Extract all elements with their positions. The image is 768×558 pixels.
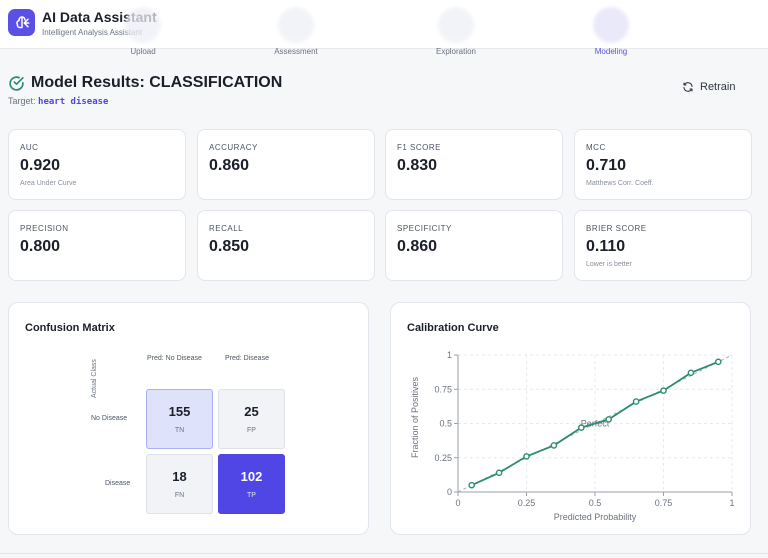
metric-value: 0.830 (397, 157, 438, 174)
cell-tag: FN (174, 492, 185, 499)
cell-false-positive: 25 FP (218, 389, 285, 449)
metric-subtext: Lower is better (586, 261, 632, 268)
panel-title: Confusion Matrix (25, 322, 115, 334)
confusion-matrix-panel: Confusion Matrix Pred: No Disease Pred: … (8, 302, 369, 535)
cell-true-negative: 155 TN (146, 389, 213, 449)
cell-tag: FP (247, 427, 256, 434)
metric-subtext: Matthews Corr. Coeff. (586, 180, 654, 187)
step-label: Upload (130, 47, 156, 56)
cell-count: 155 (168, 404, 191, 419)
panel-title: Calibration Curve (407, 322, 499, 334)
metric-label: MCC (586, 143, 606, 152)
y-tick-label: 0 (447, 487, 452, 497)
x-tick-label: 0.25 (518, 498, 536, 508)
page-title: Model Results: CLASSIFICATION (31, 74, 283, 91)
calibration-point (660, 387, 667, 394)
cell-count: 18 (172, 469, 187, 484)
step-upload[interactable]: Upload (98, 0, 188, 56)
calibration-point (523, 453, 530, 460)
cell-tag: TN (174, 427, 185, 434)
metric-card-mcc: MCC 0.710 Matthews Corr. Coeff. (574, 129, 752, 200)
metric-value: 0.110 (586, 238, 626, 255)
step-dot (593, 7, 629, 43)
retrain-button[interactable]: Retrain (682, 81, 735, 93)
target-value: heart disease (38, 97, 109, 107)
metric-subtext: Area Under Curve (20, 180, 77, 187)
app-logo[interactable] (8, 9, 35, 36)
calibration-point (468, 481, 475, 489)
step-label: Exploration (435, 47, 477, 56)
y-tick-label: 0.5 (439, 419, 452, 429)
step-dot (438, 7, 474, 43)
calibration-chart: 0 0.25 0.5 0.75 1 0 0.25 0.5 0.75 1 Predicted Prob… (410, 350, 735, 522)
metric-value: 0.800 (20, 238, 61, 255)
metric-card-precision: PRECISION 0.800 (8, 210, 186, 281)
row-label-disease: Disease (105, 480, 131, 487)
x-tick-label: 0 (455, 498, 460, 508)
cell-count: 102 (240, 469, 263, 484)
step-exploration[interactable]: Exploration (411, 0, 501, 56)
metric-label: PRECISION (20, 224, 69, 233)
model-calibration-line (471, 361, 719, 486)
metric-label: ACCURACY (209, 143, 258, 152)
step-label: Modeling (594, 47, 628, 56)
metric-value: 0.860 (209, 157, 250, 174)
step-assessment[interactable]: Assessment (251, 0, 341, 56)
col-label-no-disease: Pred: No Disease (147, 355, 202, 362)
calibration-point (687, 369, 695, 377)
app-subtitle: Intelligent Analysis Assistant (42, 28, 143, 37)
check-circle-icon (9, 75, 24, 91)
step-label: Assessment (274, 47, 318, 56)
refresh-icon (683, 82, 693, 92)
x-axis-title: Predicted Probability (554, 512, 637, 522)
calibration-panel: Calibration Curve 0 0.25 0.5 0.75 1 0 0.25 0.5 0… (390, 302, 751, 535)
metric-card-auc: AUC 0.920 Area Under Curve (8, 129, 186, 200)
calibration-point (714, 358, 722, 366)
calibration-point (550, 442, 558, 449)
y-tick-label: 0.25 (434, 453, 452, 463)
y-tick-label: 0.75 (434, 384, 452, 394)
metric-value: 0.850 (209, 238, 250, 255)
metric-value: 0.920 (20, 157, 61, 174)
target-line: Target: heart disease (8, 96, 108, 107)
metric-label: RECALL (209, 224, 244, 233)
row-label-no-disease: No Disease (91, 415, 128, 422)
footer-divider (0, 553, 768, 554)
metric-card-f1: F1 SCORE 0.830 (385, 129, 563, 200)
x-tick-label: 0.5 (589, 498, 602, 508)
step-dot (125, 7, 161, 43)
retrain-label: Retrain (700, 81, 736, 93)
app-header: AI Data Assistant Intelligent Analysis A… (0, 0, 768, 56)
metric-card-brier: BRIER SCORE 0.110 Lower is better (574, 210, 752, 281)
metric-label: AUC (20, 143, 39, 152)
metric-value: 0.710 (586, 157, 627, 174)
step-dot (278, 7, 314, 43)
metric-card-recall: RECALL 0.850 (197, 210, 375, 281)
cell-tag: TP (247, 492, 256, 499)
metric-card-specificity: SPECIFICITY 0.860 (385, 210, 563, 281)
y-axis-title: Fraction of Positives (410, 376, 420, 458)
sparkle-brain-icon (15, 15, 29, 28)
results-heading: Model Results: CLASSIFICATION (8, 74, 282, 92)
col-label-disease: Pred: Disease (225, 355, 269, 362)
metric-label: SPECIFICITY (397, 224, 452, 233)
calibration-point (495, 469, 503, 477)
calibration-point (632, 398, 640, 405)
metric-card-accuracy: ACCURACY 0.860 (197, 129, 375, 200)
metric-label: BRIER SCORE (586, 224, 647, 233)
metric-value: 0.860 (397, 238, 438, 255)
step-modeling[interactable]: Modeling (566, 0, 656, 56)
calibration-point (577, 424, 585, 431)
actual-class-axis-label: Actual Class (91, 359, 98, 398)
metric-label: F1 SCORE (397, 143, 442, 152)
cell-false-negative: 18 FN (146, 454, 213, 514)
x-tick-label: 1 (729, 498, 734, 508)
cell-true-positive: 102 TP (218, 454, 285, 514)
cell-count: 25 (244, 404, 259, 419)
target-label: Target: (8, 96, 36, 106)
x-tick-label: 0.75 (655, 498, 673, 508)
calibration-point (605, 416, 612, 423)
y-tick-label: 1 (447, 350, 452, 360)
